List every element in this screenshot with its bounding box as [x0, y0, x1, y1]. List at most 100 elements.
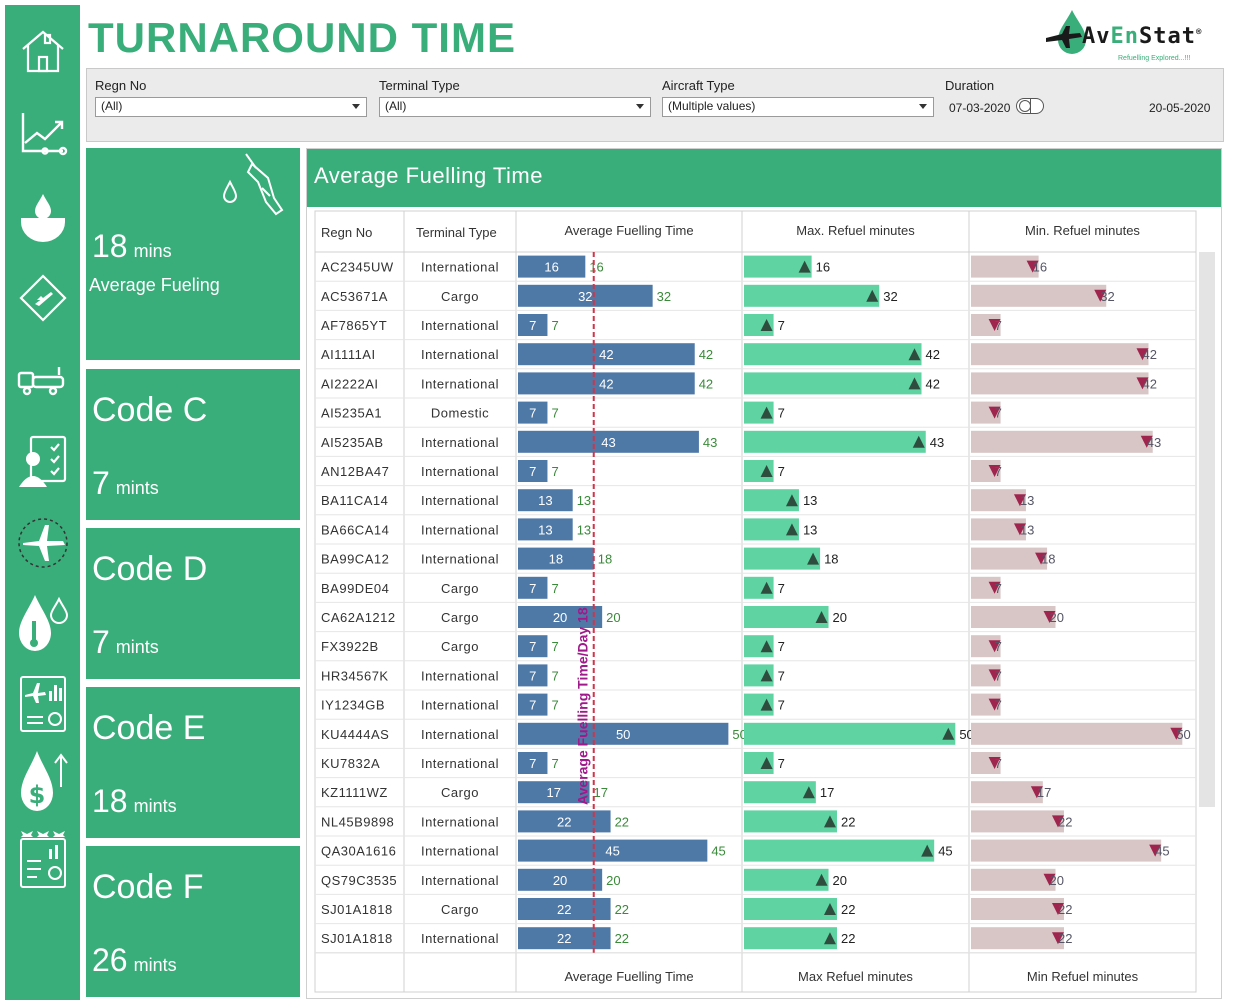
avg-bar[interactable] [518, 430, 699, 453]
code-c-number: 7 [92, 465, 110, 501]
avg-bar[interactable] [518, 927, 611, 950]
cell-regn: BA11CA14 [321, 493, 388, 508]
max-bar[interactable] [744, 430, 926, 453]
max-bar[interactable] [744, 606, 829, 628]
max-bar[interactable] [744, 781, 816, 804]
avg-bar[interactable] [518, 314, 548, 336]
clipboard-person-icon[interactable] [15, 433, 71, 489]
min-marker [988, 757, 1001, 769]
max-bar[interactable] [744, 372, 922, 395]
max-bar[interactable] [744, 489, 799, 512]
min-marker [1035, 552, 1048, 565]
min-bar-label: 7 [995, 698, 1002, 713]
avg-bar[interactable] [518, 255, 586, 278]
code-e-value: 18 mints [92, 783, 177, 820]
min-bar-label: 42 [1143, 376, 1157, 391]
aircraft-type-dropdown[interactable]: (Multiple values) [662, 97, 934, 117]
duration-start-date[interactable]: 07-03-2020 [949, 101, 1011, 115]
avg-bar-inner-label: 42 [599, 347, 613, 362]
avg-bar[interactable] [518, 810, 611, 833]
min-bar[interactable] [971, 839, 1162, 862]
avg-bar[interactable] [518, 781, 590, 804]
min-bar[interactable] [971, 284, 1107, 307]
avg-bar[interactable] [518, 518, 573, 541]
avg-bar[interactable] [518, 547, 594, 570]
fuel-truck-icon[interactable] [15, 353, 71, 409]
max-bar[interactable] [744, 898, 837, 920]
avg-bar-label: 42 [699, 347, 713, 362]
avg-bar[interactable] [518, 635, 548, 658]
avg-bar[interactable] [518, 372, 695, 395]
fleet-report-icon[interactable] [15, 825, 71, 891]
avg-bar-label: 16 [589, 260, 603, 275]
avg-bar[interactable] [518, 664, 548, 687]
avg-bar[interactable] [518, 693, 548, 716]
regn-no-dropdown[interactable]: (All) [95, 97, 367, 117]
max-bar[interactable] [744, 927, 837, 950]
terminal-type-dropdown-value: (All) [385, 99, 407, 113]
max-bar[interactable] [744, 284, 880, 307]
avg-bar[interactable] [518, 606, 603, 628]
trend-chart-icon[interactable] [15, 107, 71, 163]
min-bar[interactable] [971, 255, 1039, 278]
avg-bar-inner-label: 7 [529, 698, 536, 713]
min-bar[interactable] [971, 489, 1026, 512]
max-marker [807, 552, 820, 565]
cell-regn: KU7832A [321, 756, 380, 771]
max-bar-label: 7 [778, 581, 785, 596]
runway-plane-icon[interactable] [15, 270, 71, 326]
min-bar[interactable] [971, 781, 1043, 804]
min-bar[interactable] [971, 343, 1149, 366]
avg-bar[interactable] [518, 898, 611, 920]
terminal-type-dropdown[interactable]: (All) [379, 97, 651, 117]
fuel-cost-icon[interactable]: $ [15, 747, 71, 819]
company-logo: AvEnStat® Refuelling Explored...!!! [1042, 8, 1212, 66]
min-marker [1043, 611, 1056, 623]
max-marker [760, 406, 773, 419]
avg-bar[interactable] [518, 722, 729, 745]
min-bar[interactable] [971, 518, 1026, 541]
avg-bar[interactable] [518, 752, 548, 774]
min-bar[interactable] [971, 430, 1153, 453]
avg-bar[interactable] [518, 460, 548, 482]
min-bar[interactable] [971, 810, 1064, 833]
min-bar[interactable] [971, 722, 1183, 745]
max-bar[interactable] [744, 722, 956, 745]
vertical-scrollbar[interactable] [1199, 252, 1215, 807]
cell-regn: HR34567K [321, 668, 389, 683]
fuel-drop-hand-icon[interactable] [15, 190, 71, 246]
max-marker [866, 289, 879, 302]
min-bar[interactable] [971, 547, 1048, 570]
avg-bar[interactable] [518, 401, 548, 424]
max-bar[interactable] [744, 547, 821, 570]
min-bar[interactable] [971, 606, 1056, 628]
max-bar[interactable] [744, 868, 829, 891]
avg-bar[interactable] [518, 576, 548, 599]
avg-bar[interactable] [518, 284, 653, 307]
fuel-temperature-icon[interactable] [15, 591, 71, 655]
average-fueling-value: 18 mins [92, 228, 172, 265]
cell-terminal: International [421, 260, 499, 275]
max-bar[interactable] [744, 518, 799, 541]
flight-report-icon[interactable] [15, 673, 71, 737]
avg-bar[interactable] [518, 343, 695, 366]
duration-end-date[interactable]: 20-05-2020 [1149, 101, 1211, 115]
max-bar-label: 17 [820, 785, 834, 800]
max-bar[interactable] [744, 839, 935, 862]
max-bar[interactable] [744, 255, 812, 278]
avg-bar-label: 20 [606, 610, 620, 625]
min-bar[interactable] [971, 898, 1064, 920]
avg-bar[interactable] [518, 868, 603, 891]
home-icon[interactable] [15, 23, 71, 79]
duration-range-slider[interactable] [1016, 98, 1044, 114]
avg-bar[interactable] [518, 839, 708, 862]
avg-bar-inner-label: 20 [553, 610, 567, 625]
min-bar[interactable] [971, 927, 1064, 950]
min-bar[interactable] [971, 868, 1056, 891]
airplane-target-icon[interactable] [15, 515, 71, 571]
max-bar[interactable] [744, 343, 922, 366]
fuelling-time-chart: Regn No Terminal Type Average Fuelling Tim… [314, 210, 1215, 993]
min-bar[interactable] [971, 372, 1149, 395]
avg-bar[interactable] [518, 489, 573, 512]
max-bar[interactable] [744, 810, 837, 833]
